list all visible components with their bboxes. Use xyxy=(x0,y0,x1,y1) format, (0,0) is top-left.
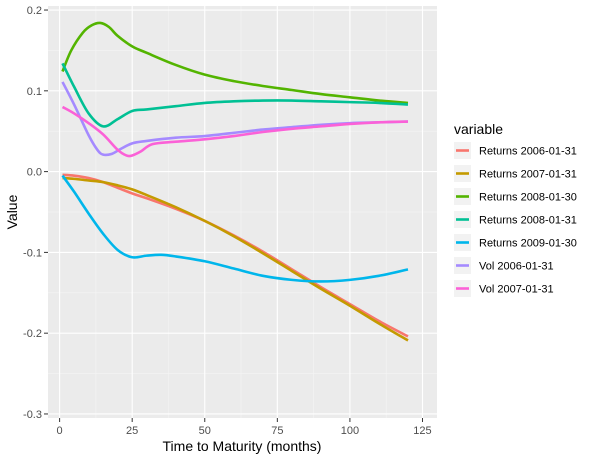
series-line-returns-2008-01-31 xyxy=(61,62,409,128)
gridlines xyxy=(48,6,437,418)
legend-label-returns-2007-01-31: Returns 2007-01-31 xyxy=(479,169,577,181)
x-tick-label: 25 xyxy=(126,425,138,437)
series-line-vol-2006-01-31 xyxy=(61,81,409,157)
y-axis-title: Value xyxy=(4,194,20,229)
legend-label-returns-2006-01-31: Returns 2006-01-31 xyxy=(479,146,577,158)
x-tick-label: 50 xyxy=(199,425,211,437)
legend-label-vol-2006-01-31: Vol 2006-01-31 xyxy=(479,261,554,273)
y-tick-label: 0.2 xyxy=(27,5,42,17)
series-line-vol-2007-01-31 xyxy=(61,105,409,158)
x-tick-label: 0 xyxy=(57,425,63,437)
series-line-returns-2007-01-31 xyxy=(62,176,409,342)
x-axis: 0 25 50 75 100 125 xyxy=(57,418,432,437)
legend-label-returns-2009-01-30: Returns 2009-01-30 xyxy=(479,238,577,250)
y-tick-label: 0.0 xyxy=(27,167,42,179)
y-axis: -0.3 -0.2 -0.1 0.0 0.1 0.2 xyxy=(23,5,48,421)
legend-label-returns-2008-01-30: Returns 2008-01-30 xyxy=(479,192,577,204)
x-tick-label: 75 xyxy=(271,425,283,437)
legend-label-returns-2008-01-31: Returns 2008-01-31 xyxy=(479,215,577,227)
y-tick-label: -0.2 xyxy=(23,328,42,340)
series-line-returns-2009-01-30 xyxy=(61,174,409,283)
y-tick-label: 0.1 xyxy=(27,86,42,98)
legend-label-vol-2007-01-31: Vol 2007-01-31 xyxy=(479,284,554,296)
x-tick-label: 100 xyxy=(341,425,359,437)
x-axis-title: Time to Maturity (months) xyxy=(163,438,322,454)
series-lines xyxy=(61,21,409,342)
y-tick-label: -0.3 xyxy=(23,409,42,421)
series-line-returns-2008-01-30 xyxy=(61,21,409,105)
legend: variable Returns 2006-01-31 Returns 2007-… xyxy=(454,121,577,297)
y-tick-label: -0.1 xyxy=(23,247,42,259)
legend-title: variable xyxy=(454,121,503,137)
x-tick-label: 125 xyxy=(413,425,431,437)
